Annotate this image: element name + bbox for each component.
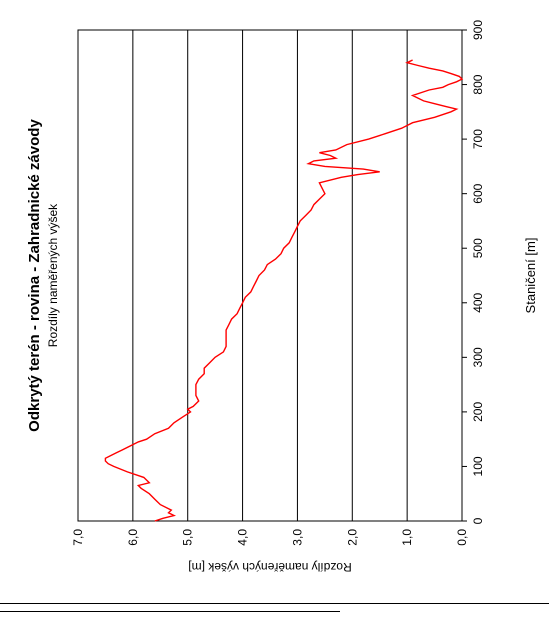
divider-line <box>0 603 549 604</box>
chart-subtitle: Rozdíly naměřených výšek <box>46 203 60 347</box>
plot-area <box>77 29 463 522</box>
y-tick-label: 0,0 <box>455 529 469 546</box>
x-tick-label: 0 <box>471 517 485 524</box>
x-tick-label: 800 <box>471 74 485 94</box>
divider-line <box>0 611 340 612</box>
y-tick-labels: 0,0 1,0 2,0 3,0 4,0 5,0 6,0 7,0 <box>71 529 469 546</box>
x-tick-label: 300 <box>471 347 485 367</box>
y-tick-label: 1,0 <box>400 529 414 546</box>
x-tick-label: 900 <box>471 20 485 40</box>
x-tick-label: 500 <box>471 238 485 258</box>
chart-title: Odkrytý terén - rovina - Zahradnické záv… <box>26 119 43 432</box>
y-tick-label: 4,0 <box>236 529 250 546</box>
y-tick-label: 7,0 <box>71 529 85 546</box>
x-tick-label: 400 <box>471 292 485 312</box>
y-tick-label: 2,0 <box>345 529 359 546</box>
x-tick-label: 100 <box>471 456 485 476</box>
y-tick-label: 3,0 <box>290 529 304 546</box>
x-tick-label: 200 <box>471 402 485 422</box>
x-tick-label: 600 <box>471 183 485 203</box>
gridlines <box>77 30 463 521</box>
y-axis-label: Rozdíly naměřených výšek [m] <box>188 560 351 574</box>
x-axis-label: Staničení [m] <box>523 238 538 314</box>
y-tick-label: 6,0 <box>126 529 140 546</box>
y-tick-label: 5,0 <box>181 529 195 546</box>
x-tick-label: 700 <box>471 129 485 149</box>
x-tick-labels: 0 100 200 300 400 500 600 700 800 900 <box>462 20 485 524</box>
series-line <box>104 59 464 522</box>
